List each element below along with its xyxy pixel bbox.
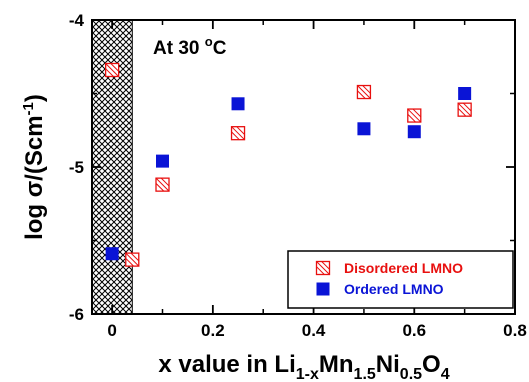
y-axis-title-superscript: -1: [20, 102, 37, 115]
marker-hatch-line: [462, 102, 472, 112]
y-tick-label: -6: [69, 305, 84, 324]
legend: Disordered LMNO Ordered LMNO: [287, 250, 514, 309]
legend-marker-disordered: [315, 260, 331, 276]
y-tick-label: -4: [69, 11, 85, 30]
point-ordered: [105, 247, 119, 261]
y-tick-label: -5: [69, 158, 84, 177]
point-ordered: [156, 154, 169, 168]
tick-mark-layer: [92, 19, 516, 315]
marker-hatch-line: [231, 126, 245, 141]
x-tick-label: 0.6: [402, 321, 426, 340]
legend-symbol-disordered: [315, 260, 331, 276]
point-disordered: [457, 102, 472, 117]
marker-hatch-line: [105, 68, 114, 77]
marker-hatch-line: [316, 261, 330, 275]
data-points-layer: [104, 62, 472, 267]
legend-box: [287, 250, 514, 309]
annotation-unit: C: [213, 38, 227, 59]
marker-hatch-line: [357, 85, 371, 99]
point-ordered: [458, 87, 472, 100]
marker-hatch-line: [155, 177, 170, 192]
x-tick-label: 0.2: [201, 321, 225, 340]
marker-hatch-line: [412, 108, 422, 118]
tick-label-layer: 0 0.2 0.4 0.6 0.8 -4 -5 -6: [69, 11, 527, 340]
marker-hatch-line: [110, 63, 119, 72]
point-ordered: [407, 125, 421, 139]
annotation-temperature: At 30 oC: [153, 34, 227, 59]
marker-hatch-line: [457, 102, 472, 117]
point-disordered: [407, 108, 422, 123]
point-ordered: [231, 97, 245, 111]
legend-symbol-ordered: [316, 282, 330, 296]
x-tick-label: 0.4: [302, 321, 326, 340]
marker-hatch-line: [457, 108, 467, 117]
marker-hatch-line: [236, 126, 245, 135]
point-disordered: [155, 177, 170, 192]
legend-label-disordered: Disordered LMNO: [344, 260, 463, 276]
y-axis-title: log σ/(Scm-1): [20, 94, 48, 240]
marker-hatch-line: [155, 182, 165, 192]
point-disordered: [230, 126, 246, 141]
marker-hatch-line: [125, 257, 134, 267]
marker-hatch-line: [105, 63, 119, 77]
marker-hatch-line: [357, 90, 366, 99]
marker-hatch-line: [321, 261, 330, 270]
marker-hatch-line: [231, 131, 240, 141]
marker-hatch-line: [125, 252, 140, 267]
point-ordered: [357, 122, 371, 136]
annotation-degree-superscript: o: [205, 34, 213, 49]
x-axis-title: x value in Li1-xMn1.5Ni0.5O4: [158, 351, 449, 382]
marker-hatch-line: [160, 177, 170, 187]
y-axis-title-close: ): [21, 94, 48, 102]
marker-hatch-line: [407, 108, 422, 123]
marker-hatch-line: [316, 266, 325, 275]
marker-hatch-line: [362, 85, 371, 94]
legend-label-ordered: Ordered LMNO: [344, 281, 444, 297]
point-disordered: [356, 84, 372, 100]
marker-hatch-line: [130, 252, 140, 262]
point-disordered: [104, 62, 120, 78]
x-tick-label: 0: [107, 321, 116, 340]
marker-hatch-line: [407, 113, 416, 123]
point-disordered: [125, 252, 140, 267]
legend-marker-ordered: [316, 282, 330, 296]
x-tick-label: 0.8: [503, 321, 527, 340]
